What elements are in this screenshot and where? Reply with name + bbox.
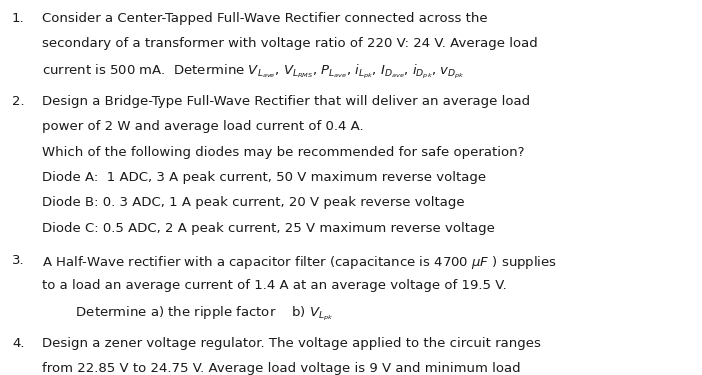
Text: Design a zener voltage regulator. The voltage applied to the circuit ranges: Design a zener voltage regulator. The vo… xyxy=(42,337,541,350)
Text: 4.: 4. xyxy=(12,337,25,350)
Text: Diode C: 0.5 ADC, 2 A peak current, 25 V maximum reverse voltage: Diode C: 0.5 ADC, 2 A peak current, 25 V… xyxy=(42,222,495,235)
Text: secondary of a transformer with voltage ratio of 220 V: 24 V. Average load: secondary of a transformer with voltage … xyxy=(42,38,538,50)
Text: Diode A:  1 ADC, 3 A peak current, 50 V maximum reverse voltage: Diode A: 1 ADC, 3 A peak current, 50 V m… xyxy=(42,171,486,184)
Text: current is 500 mA.  Determine $V_{L_{ave}}$, $V_{L_{RMS}}$, $P_{L_{ave}}$, $i_{L: current is 500 mA. Determine $V_{L_{ave}… xyxy=(42,63,465,81)
Text: 2.: 2. xyxy=(12,95,25,108)
Text: Which of the following diodes may be recommended for safe operation?: Which of the following diodes may be rec… xyxy=(42,146,524,159)
Text: from 22.85 V to 24.75 V. Average load voltage is 9 V and minimum load: from 22.85 V to 24.75 V. Average load vo… xyxy=(42,362,520,375)
Text: power of 2 W and average load current of 0.4 A.: power of 2 W and average load current of… xyxy=(42,120,364,133)
Text: Consider a Center-Tapped Full-Wave Rectifier connected across the: Consider a Center-Tapped Full-Wave Recti… xyxy=(42,12,487,25)
Text: Design a Bridge-Type Full-Wave Rectifier that will deliver an average load: Design a Bridge-Type Full-Wave Rectifier… xyxy=(42,95,530,108)
Text: 3.: 3. xyxy=(12,254,25,267)
Text: to a load an average current of 1.4 A at an average voltage of 19.5 V.: to a load an average current of 1.4 A at… xyxy=(42,279,507,292)
Text: Diode B: 0. 3 ADC, 1 A peak current, 20 V peak reverse voltage: Diode B: 0. 3 ADC, 1 A peak current, 20 … xyxy=(42,196,465,210)
Text: Determine a) the ripple factor    b) $V_{L_{pk}}$: Determine a) the ripple factor b) $V_{L_… xyxy=(42,305,333,323)
Text: A Half-Wave rectifier with a capacitor filter (capacitance is 4700 $\mu F$ ) sup: A Half-Wave rectifier with a capacitor f… xyxy=(42,254,557,271)
Text: 1.: 1. xyxy=(12,12,25,25)
